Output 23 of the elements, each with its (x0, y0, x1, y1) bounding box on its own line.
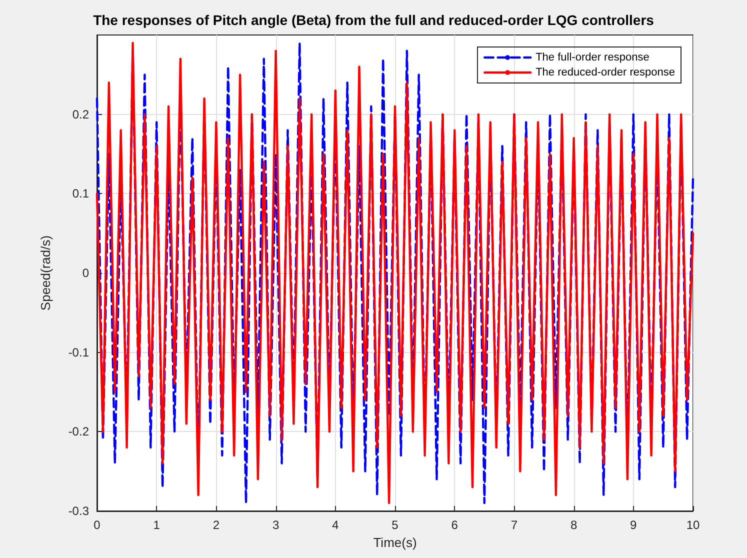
x-tick-label: 9 (630, 518, 638, 532)
y-tick-label: 0.2 (72, 107, 90, 122)
legend-label: The reduced-order response (536, 66, 676, 78)
y-tick-label: 0.1 (72, 186, 90, 201)
x-tick-label: 8 (570, 518, 578, 532)
x-tick-label: 7 (510, 518, 518, 532)
line-series (96, 42, 694, 504)
y-tick-label: -0.1 (68, 345, 90, 360)
x-tick-label: 5 (392, 518, 399, 532)
x-tick-label: 3 (272, 518, 280, 532)
x-tick-label: 4 (332, 518, 340, 532)
chart-title: The responses of Pitch angle (Beta) from the full and reduced-order LQG controllers (93, 12, 654, 28)
x-tick-label: 10 (686, 518, 700, 532)
x-tick-label: 6 (451, 518, 458, 532)
x-tick-label: 1 (153, 518, 160, 532)
x-tick-label: 0 (94, 518, 101, 532)
y-tick-label: -0.3 (68, 504, 90, 518)
x-axis-title: Time(s) (373, 534, 417, 550)
y-tick-label: 0 (82, 266, 90, 280)
x-tick-label: 2 (212, 518, 220, 532)
legend-label: The full-order response (536, 52, 650, 64)
y-axis-title: Speed(rad/s) (38, 235, 53, 311)
y-tick-label: -0.2 (68, 424, 90, 439)
